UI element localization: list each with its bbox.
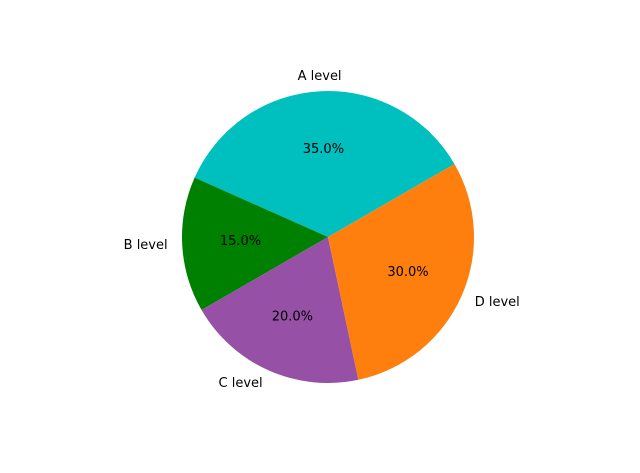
pct-label-d-level: 30.0% — [387, 265, 428, 280]
labels-layer: A level 35.0% B level 15.0% C level 20.0% D le… — [124, 69, 520, 391]
pie-slice-a-level — [194, 91, 455, 238]
pie-slice-b-level — [182, 177, 328, 310]
slice-label-b-level: B level — [124, 238, 168, 253]
slice-label-d-level: D level — [475, 295, 520, 310]
slice-label-a-level: A level — [298, 69, 342, 84]
pie-slice-c-level — [201, 237, 359, 383]
pct-label-b-level: 15.0% — [220, 234, 261, 249]
pct-label-a-level: 35.0% — [303, 142, 344, 157]
pie-slice-d-level — [328, 164, 474, 380]
slices-layer — [182, 91, 474, 383]
slice-label-c-level: C level — [219, 376, 263, 391]
pct-label-c-level: 20.0% — [272, 310, 313, 325]
